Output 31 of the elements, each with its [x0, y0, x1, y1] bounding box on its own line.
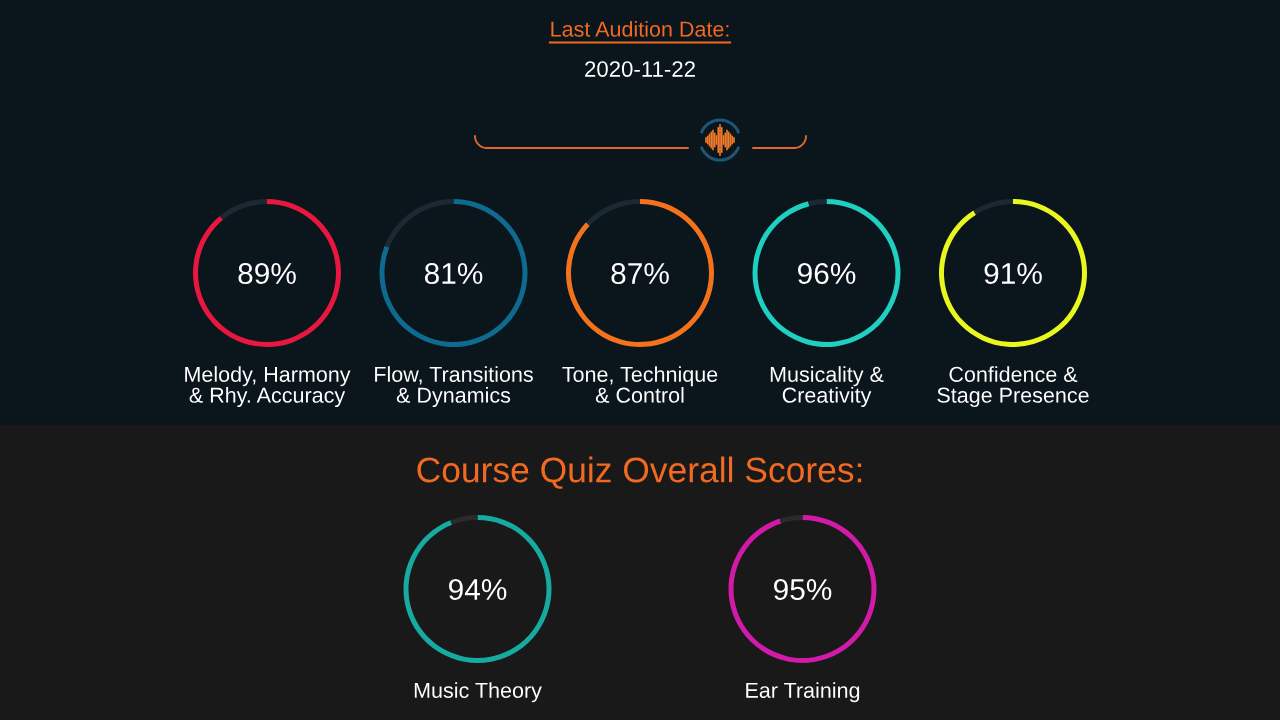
donut-slice [193, 199, 341, 347]
slice-label: Melody, Harmony & Rhy. Accuracy [185, 366, 351, 408]
donut-slice [403, 515, 552, 663]
donut-slice [219, 199, 267, 220]
text: Last Audition Date: [551, 20, 729, 37]
donut-slice [779, 515, 803, 524]
donut-slice [379, 199, 528, 347]
slice-label: Tone, Technique & Control [562, 366, 718, 403]
slice-label: Confidence & Stage Presence [937, 366, 1089, 408]
donut-slice [752, 199, 901, 347]
text: Course Quiz Overall Scores: [417, 456, 862, 489]
slice-label: Musicality & Creativity [770, 366, 884, 408]
data-label: 81% [424, 262, 483, 285]
donut-slice [586, 199, 640, 226]
data-label: 94% [449, 578, 507, 601]
data-label: 89% [238, 262, 296, 285]
donut-slice [384, 199, 454, 248]
data-label: 95% [774, 578, 832, 601]
slice-label: Music Theory [414, 682, 542, 703]
data-label: 96% [798, 262, 856, 285]
donut-slice [566, 199, 714, 347]
donut-slice [450, 515, 478, 525]
text: 2020-11-22 [585, 61, 695, 77]
slice-label: Flow, Transitions & Dynamics [375, 366, 533, 408]
donut-slice [939, 199, 1087, 347]
data-label: 91% [984, 262, 1042, 285]
data-label: 87% [611, 262, 669, 285]
donut-slice [973, 199, 1013, 215]
slice-label: Ear Training [746, 682, 860, 703]
donut-slice [728, 515, 877, 663]
donut-slice [808, 199, 827, 207]
